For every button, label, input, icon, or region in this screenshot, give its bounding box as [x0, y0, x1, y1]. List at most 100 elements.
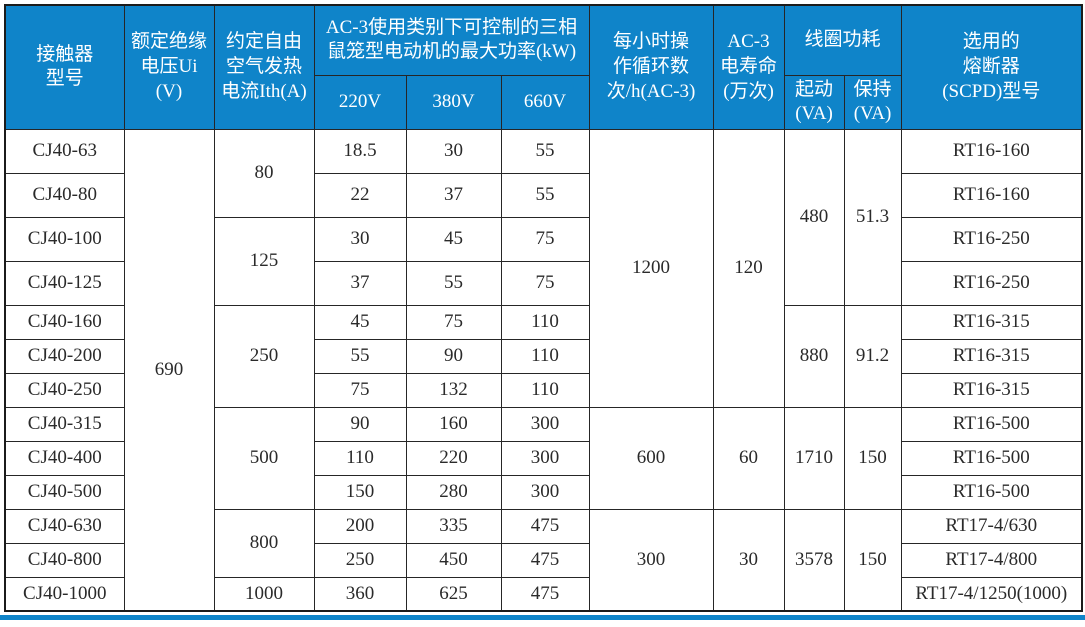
header-thermal-current: 约定自由 空气发热 电流Ith(A)	[213, 4, 315, 130]
bottom-accent-bar	[0, 615, 1085, 621]
table-body: CJ40-63 690 80 18.5 30 55 1200 120 480 5…	[4, 128, 1083, 612]
cell-power-660v: 475	[500, 576, 590, 612]
cell-power-660v: 300	[500, 474, 590, 510]
cell-fuse: RT16-500	[900, 406, 1083, 442]
table-row: CJ40-100 125 30 45 75 RT16-250	[4, 216, 1083, 306]
cell-model: CJ40-80	[4, 172, 125, 218]
cell-model: CJ40-1000	[4, 576, 125, 612]
cell-power-220v: 22	[313, 172, 407, 218]
cell-coil-hold: 150	[843, 508, 902, 612]
cell-model: CJ40-400	[4, 440, 125, 476]
cell-model: CJ40-800	[4, 542, 125, 578]
cell-life: 60	[712, 406, 785, 510]
cell-coil-start: 1710	[783, 406, 845, 510]
cell-model: CJ40-100	[4, 216, 125, 262]
cell-power-220v: 150	[313, 474, 407, 510]
table-row: CJ40-160 250 45 75 110 880 91.2 RT16-315	[4, 304, 1083, 408]
header-380v: 380V	[405, 74, 502, 130]
cell-model: CJ40-500	[4, 474, 125, 510]
cell-fuse: RT16-250	[900, 260, 1083, 306]
header-cycles-per-hour: 每小时操 作循环数 次/h(AC-3)	[588, 4, 714, 130]
cell-coil-hold: 51.3	[843, 128, 902, 306]
cell-coil-start: 3578	[783, 508, 845, 612]
cell-model: CJ40-125	[4, 260, 125, 306]
header-fuse: 选用的 熔断器 (SCPD)型号	[900, 4, 1083, 130]
cell-ith: 125	[213, 216, 315, 306]
cell-fuse: RT16-160	[900, 128, 1083, 174]
cell-power-380v: 37	[405, 172, 502, 218]
cell-cycles: 1200	[588, 128, 714, 408]
cell-model: CJ40-630	[4, 508, 125, 544]
cell-power-380v: 30	[405, 128, 502, 174]
table-row: CJ40-200 55 90 110 RT16-315	[4, 338, 1083, 374]
table-row: CJ40-80 22 37 55 RT16-160	[4, 172, 1083, 218]
header-insulation-voltage: 额定绝缘 电压Ui (V)	[123, 4, 215, 130]
cell-coil-hold: 91.2	[843, 304, 902, 408]
cell-ith: 1000	[213, 576, 315, 612]
cell-power-660v: 75	[500, 260, 590, 306]
cell-power-380v: 132	[405, 372, 502, 408]
table-row: CJ40-630 800 200 335 475 300 30 3578 150…	[4, 508, 1083, 612]
header-220v: 220V	[313, 74, 407, 130]
cell-power-220v: 360	[313, 576, 407, 612]
header-coil-start: 起动 (VA)	[783, 74, 845, 130]
cell-fuse: RT16-500	[900, 474, 1083, 510]
cell-fuse: RT17-4/630	[900, 508, 1083, 544]
cell-power-660v: 475	[500, 542, 590, 578]
header-ac3-power-group: AC-3使用类别下可控制的三相 鼠笼型电动机的最大功率(kW)	[313, 4, 590, 76]
cell-power-660v: 475	[500, 508, 590, 544]
cell-model: CJ40-250	[4, 372, 125, 408]
cell-power-660v: 110	[500, 372, 590, 408]
cell-fuse: RT16-315	[900, 304, 1083, 340]
cell-power-220v: 90	[313, 406, 407, 442]
cell-life: 30	[712, 508, 785, 612]
table-row: CJ40-1000 1000 360 625 475 RT17-4/1250(1…	[4, 576, 1083, 612]
cell-coil-start: 880	[783, 304, 845, 408]
cell-power-660v: 300	[500, 440, 590, 476]
cell-ith: 250	[213, 304, 315, 408]
cell-power-220v: 200	[313, 508, 407, 544]
cell-ith: 500	[213, 406, 315, 510]
cell-power-660v: 300	[500, 406, 590, 442]
cell-power-380v: 55	[405, 260, 502, 306]
cell-power-220v: 250	[313, 542, 407, 578]
table-row: CJ40-63 690 80 18.5 30 55 1200 120 480 5…	[4, 128, 1083, 612]
cell-model: CJ40-315	[4, 406, 125, 442]
cell-power-380v: 75	[405, 304, 502, 340]
cell-power-220v: 55	[313, 338, 407, 374]
table-row: CJ40-800 250 450 475 RT17-4/800	[4, 542, 1083, 578]
cell-power-660v: 75	[500, 216, 590, 262]
cell-power-660v: 110	[500, 304, 590, 340]
cell-insulation-voltage: 690	[123, 128, 215, 612]
cell-power-380v: 335	[405, 508, 502, 544]
header-electrical-life: AC-3 电寿命 (万次)	[712, 4, 785, 130]
table-row: CJ40-400 110 220 300 RT16-500	[4, 440, 1083, 476]
header-model: 接触器 型号	[4, 4, 125, 130]
table-row: CJ40-250 75 132 110 RT16-315	[4, 372, 1083, 408]
cell-power-380v: 220	[405, 440, 502, 476]
cell-power-220v: 18.5	[313, 128, 407, 174]
header-coil-hold: 保持 (VA)	[843, 74, 902, 130]
cell-coil-start: 480	[783, 128, 845, 306]
header-coil-power-group: 线圈功耗	[783, 4, 902, 76]
cell-power-380v: 160	[405, 406, 502, 442]
cell-coil-hold: 150	[843, 406, 902, 510]
cell-model: CJ40-200	[4, 338, 125, 374]
cell-fuse: RT16-315	[900, 372, 1083, 408]
cell-cycles: 300	[588, 508, 714, 612]
contactor-spec-table: 接触器 型号 额定绝缘 电压Ui (V) 约定自由 空气发热 电流Ith(A) …	[4, 4, 1084, 613]
cell-power-380v: 625	[405, 576, 502, 612]
table-row: CJ40-500 150 280 300 RT16-500	[4, 474, 1083, 510]
cell-power-380v: 45	[405, 216, 502, 262]
cell-fuse: RT16-500	[900, 440, 1083, 476]
table-row: CJ40-125 37 55 75 RT16-250	[4, 260, 1083, 306]
header-row-2: 220V 380V 660V 起动 (VA) 保持 (VA)	[5, 74, 1082, 130]
cell-power-380v: 280	[405, 474, 502, 510]
cell-power-220v: 110	[313, 440, 407, 476]
cell-ith: 800	[213, 508, 315, 578]
cell-power-380v: 90	[405, 338, 502, 374]
cell-power-220v: 75	[313, 372, 407, 408]
cell-model: CJ40-160	[4, 304, 125, 340]
header-row-1: 接触器 型号 额定绝缘 电压Ui (V) 约定自由 空气发热 电流Ith(A) …	[4, 4, 1083, 130]
cell-power-660v: 55	[500, 128, 590, 174]
